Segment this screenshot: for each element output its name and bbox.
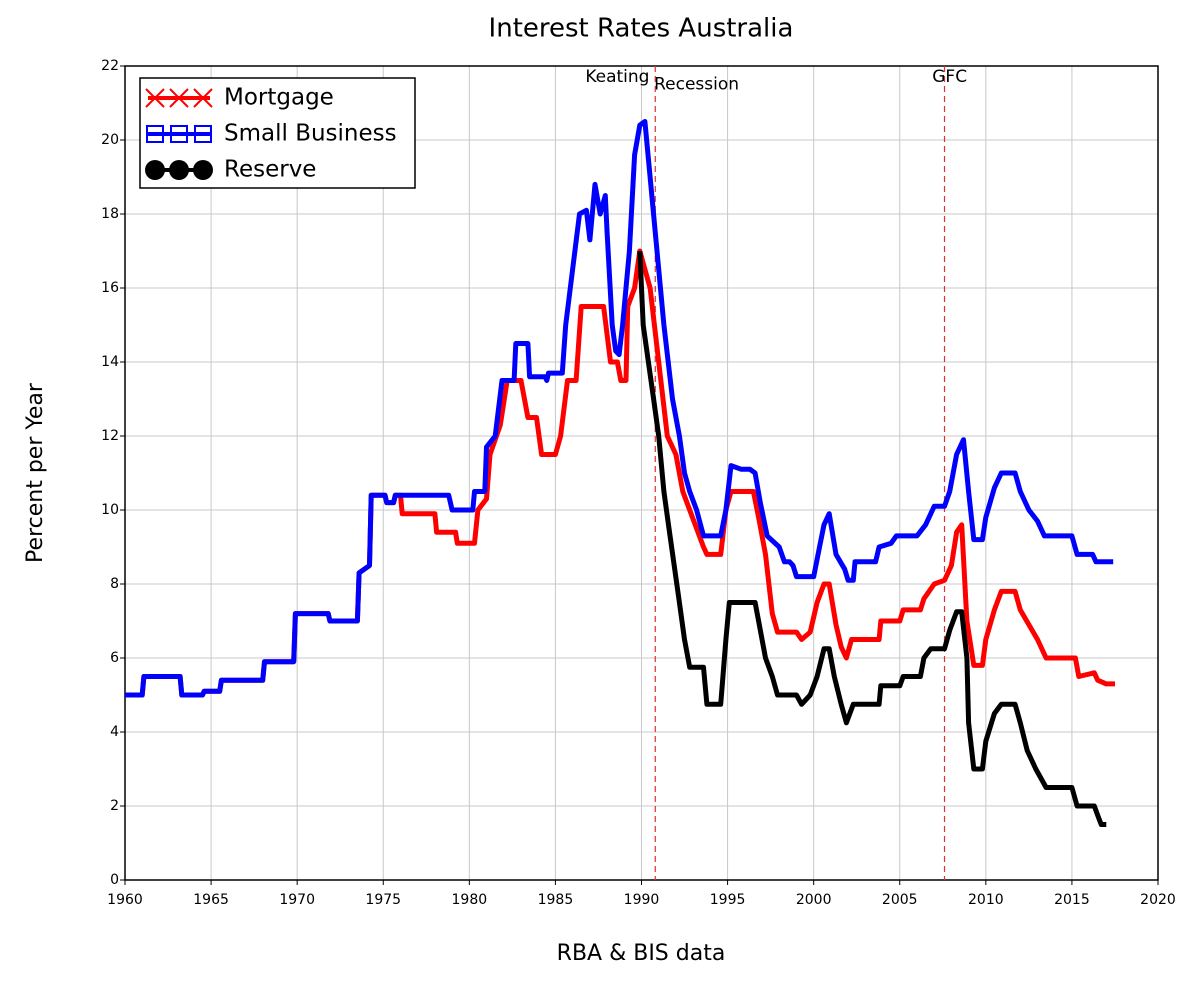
x-tick-label: 1975 <box>365 892 401 908</box>
chart-title: Interest Rates Australia <box>489 14 794 44</box>
legend: Mortgage Small Business Reserve <box>139 77 416 189</box>
legend-symbol <box>194 125 212 143</box>
legend-symbol <box>193 160 213 180</box>
x-tick-label: 1995 <box>710 892 746 908</box>
x-tick-label: 1970 <box>279 892 315 908</box>
x-tick-label: 2020 <box>1140 892 1176 908</box>
x-tick-label: 1965 <box>193 892 229 908</box>
legend-symbol <box>146 125 164 143</box>
series-line <box>637 250 1107 827</box>
legend-symbol <box>170 125 188 143</box>
y-tick-label: 20 <box>101 132 119 148</box>
y-tick-label: 12 <box>101 428 119 444</box>
x-tick-label: 2010 <box>968 892 1004 908</box>
legend-label: Small Business <box>224 121 397 147</box>
plot-frame <box>124 65 1159 881</box>
legend-label: Mortgage <box>224 85 334 111</box>
annotation: Keating <box>585 67 649 87</box>
x-tick-label: 2000 <box>796 892 832 908</box>
legend-symbol <box>145 88 165 108</box>
y-tick-label: 8 <box>110 576 119 592</box>
annotation: Recession <box>654 75 739 95</box>
x-tick-label: 1980 <box>452 892 488 908</box>
y-axis-label: Percent per Year <box>23 382 48 563</box>
x-tick-label: 1985 <box>538 892 574 908</box>
x-axis-label: RBA & BIS data <box>557 941 726 966</box>
annotation: GFC <box>932 67 967 87</box>
x-tick-label: 1990 <box>624 892 660 908</box>
y-tick-label: 0 <box>110 872 119 888</box>
legend-symbol <box>169 88 189 108</box>
y-tick-label: 4 <box>110 724 119 740</box>
y-tick-label: 2 <box>110 798 119 814</box>
x-tick-label: 1960 <box>107 892 143 908</box>
x-tick-label: 2015 <box>1054 892 1090 908</box>
y-tick-label: 14 <box>101 354 119 370</box>
legend-symbol <box>193 88 213 108</box>
legend-symbol <box>145 160 165 180</box>
y-tick-label: 16 <box>101 280 119 296</box>
y-tick-label: 6 <box>110 650 119 666</box>
x-tick-label: 2005 <box>882 892 918 908</box>
y-tick-label: 10 <box>101 502 119 518</box>
series-line <box>125 119 1114 698</box>
legend-label: Reserve <box>224 157 316 183</box>
y-tick-label: 22 <box>101 58 119 74</box>
y-tick-label: 18 <box>101 206 119 222</box>
legend-symbol <box>169 160 189 180</box>
